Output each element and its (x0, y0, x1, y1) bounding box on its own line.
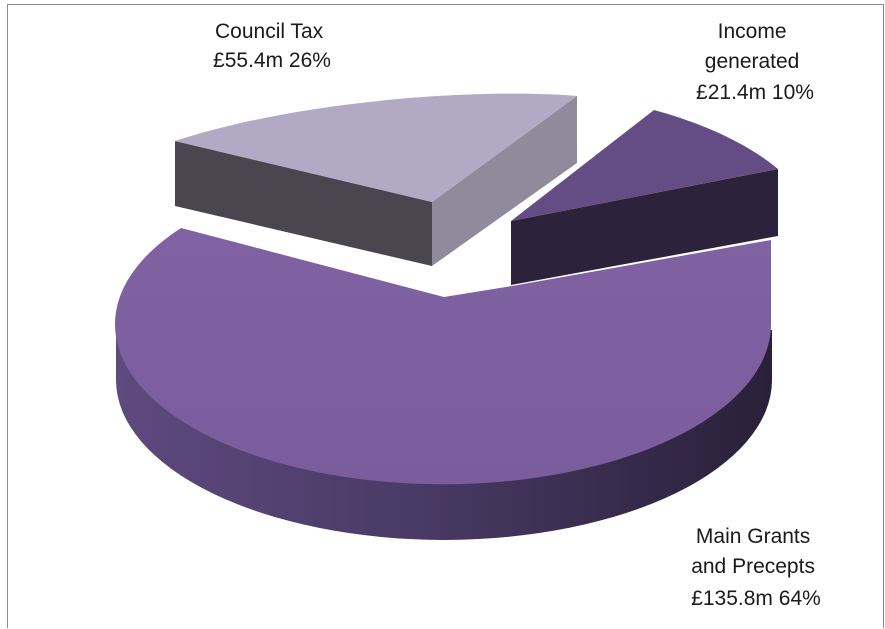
slice-council-tax-top (175, 93, 577, 202)
label-main-grants: Main Grants and Precepts £135.8m 64% (691, 525, 821, 610)
slice-council-tax-side-left (175, 141, 432, 266)
label-council-tax: Council Tax £55.4m 26% (213, 20, 331, 72)
slice-income-generated-top (511, 110, 778, 221)
slice-income-generated[interactable] (511, 110, 778, 285)
slice-council-tax[interactable] (175, 93, 577, 266)
slice-main-grants-top (115, 228, 772, 485)
label-income-generated: Income generated £21.4m 10% (696, 20, 814, 104)
chart-frame (7, 4, 884, 628)
slice-income-generated-side (511, 169, 778, 285)
slice-council-tax-side-right (432, 96, 577, 266)
slice-main-grants[interactable] (115, 228, 772, 540)
